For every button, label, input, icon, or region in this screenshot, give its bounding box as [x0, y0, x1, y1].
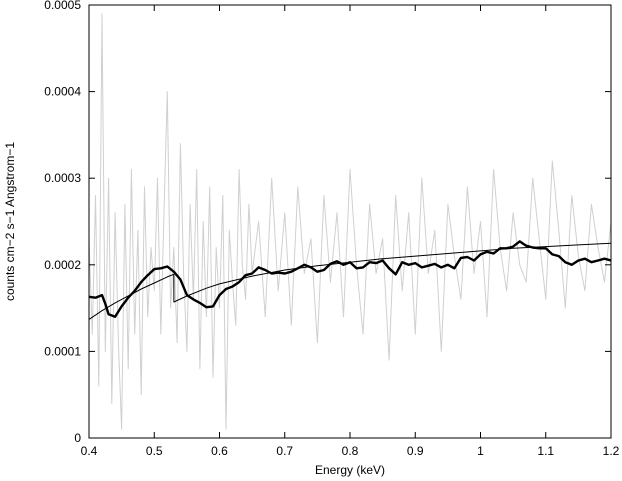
y-tick-label: 0.0005: [44, 0, 81, 12]
x-tick-labels: 0.4 0.5 0.6 0.7 0.8 0.9 1 1.1 1.2: [81, 444, 620, 458]
x-tick-label: 0.4: [81, 444, 98, 458]
x-tick-label: 1.1: [537, 444, 554, 458]
y-tick-label: 0: [74, 431, 81, 445]
smoothed-spectrum-layer: [88, 240, 612, 318]
x-tick-label: 0.7: [276, 444, 293, 458]
x-tick-label: 0.8: [342, 444, 359, 458]
y-tick-labels: 0 0.0001 0.0002 0.0003 0.0004 0.0005: [44, 0, 81, 445]
raw-spectrum-layer: [88, 13, 612, 430]
axis-ticks: [88, 4, 612, 439]
smoothed-spectrum-line: [88, 240, 612, 318]
y-tick-label: 0.0002: [44, 258, 81, 272]
y-tick-label: 0.0001: [44, 344, 81, 358]
x-tick-label: 1: [477, 444, 484, 458]
x-tick-label: 0.9: [407, 444, 424, 458]
model-curve-layer: [88, 242, 612, 320]
x-tick-label: 1.2: [603, 444, 620, 458]
x-tick-label: 0.5: [146, 444, 163, 458]
y-tick-label: 0.0003: [44, 171, 81, 185]
y-tick-label: 0.0004: [44, 85, 81, 99]
raw-spectrum-line: [88, 13, 612, 430]
model-curve-line: [88, 242, 612, 320]
x-axis-label: Energy (keV): [315, 463, 385, 477]
plot-frame: [88, 4, 612, 439]
x-tick-label: 0.6: [211, 444, 228, 458]
y-axis-label: counts cm−2 s−1 Angstrom−1: [3, 142, 17, 301]
